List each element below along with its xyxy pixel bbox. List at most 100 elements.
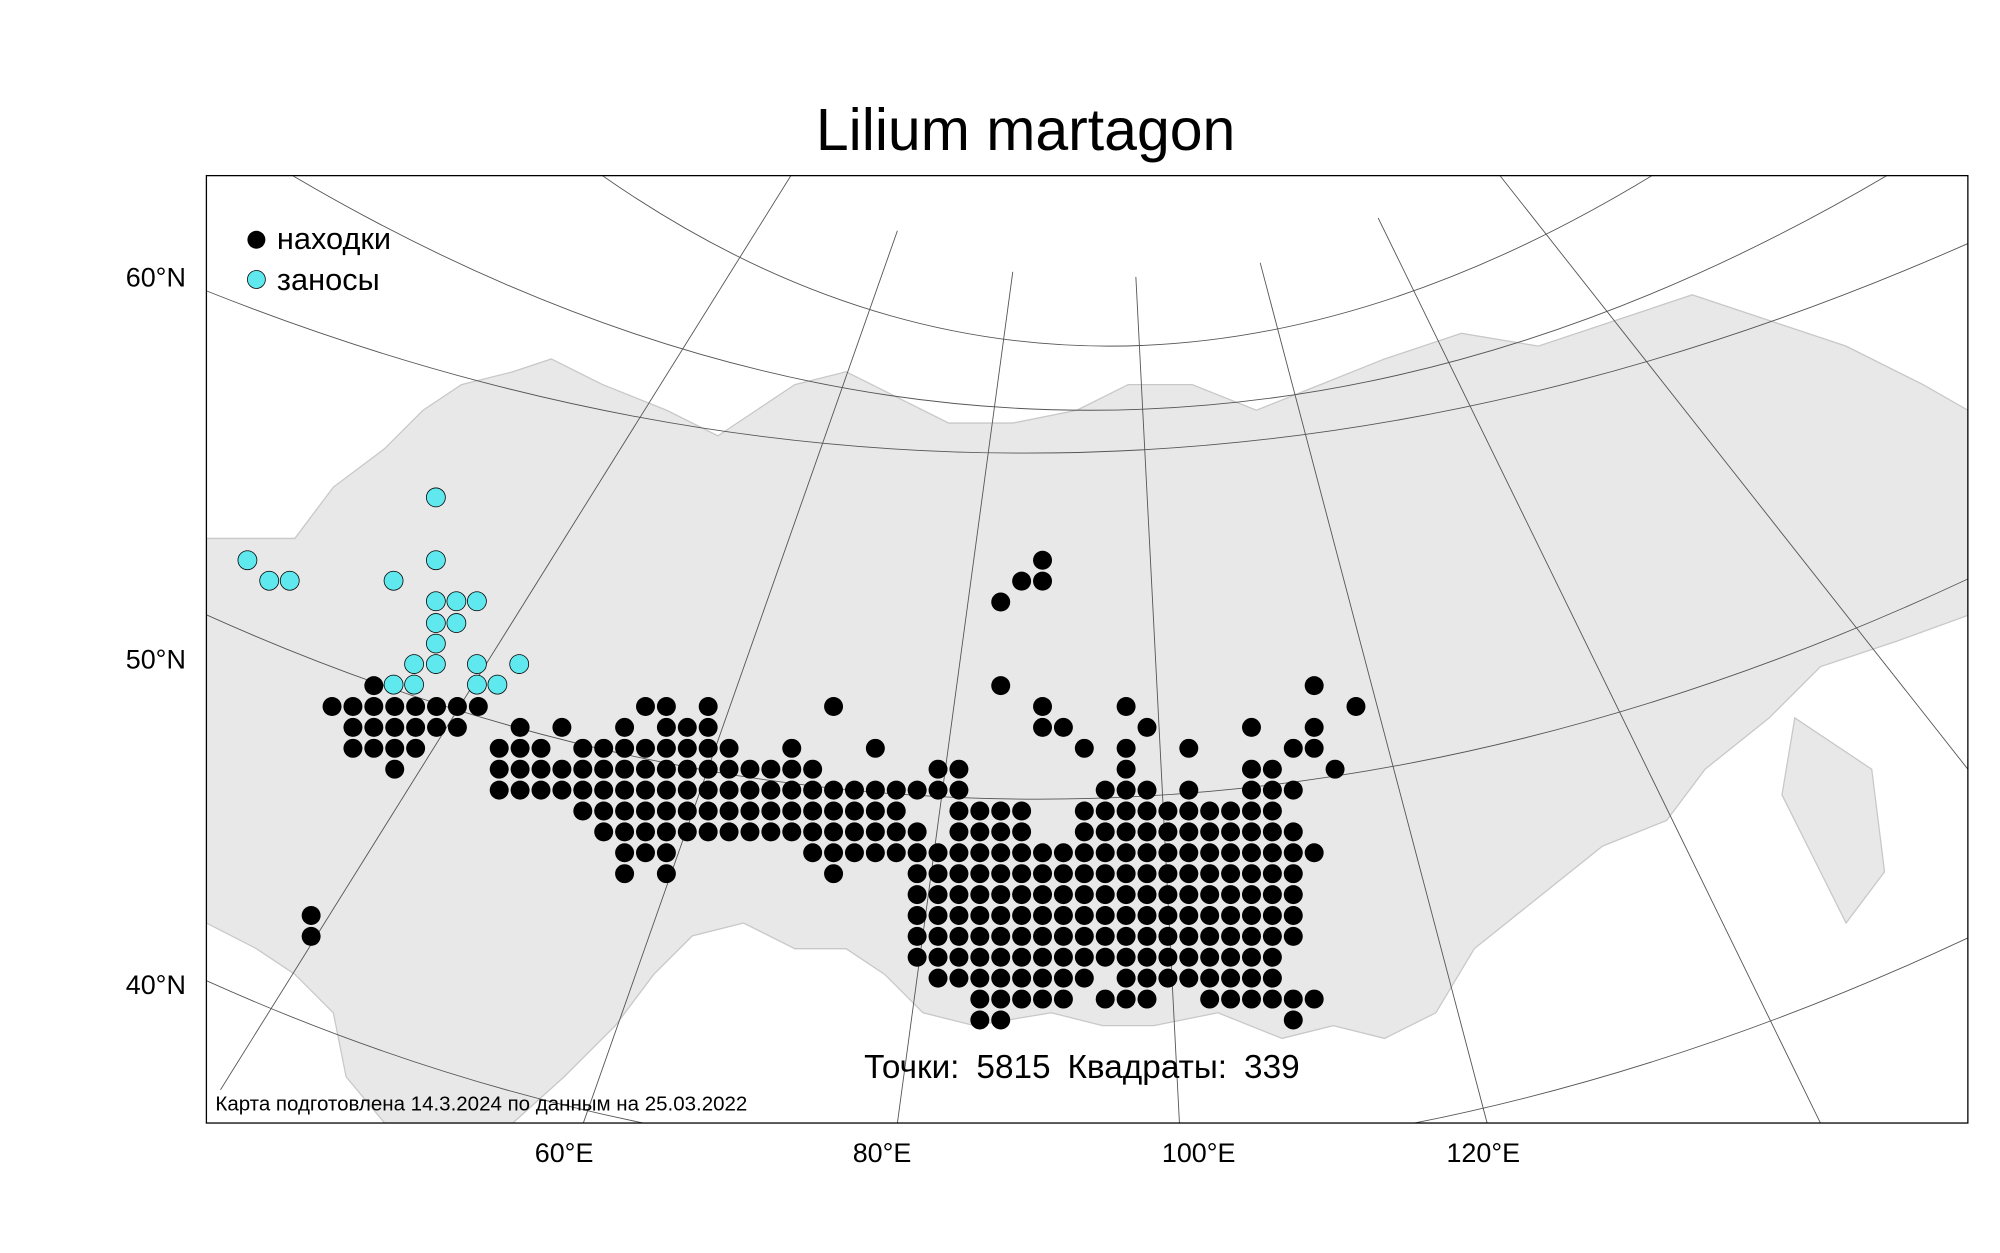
occurrence-dot — [1221, 843, 1241, 863]
occurrence-dot — [677, 717, 697, 737]
occurrence-dot — [991, 885, 1011, 905]
occurrence-dot — [907, 885, 927, 905]
occurrence-dot — [636, 697, 655, 716]
occurrence-dot — [1179, 780, 1199, 800]
occurrence-dot — [1033, 571, 1053, 591]
occurrence-dot — [1033, 717, 1053, 737]
occurrence-dot — [824, 780, 844, 800]
occurrence-dot — [1221, 989, 1241, 1009]
introduced-dot — [404, 654, 424, 674]
occurrence-dot — [865, 738, 885, 758]
occurrence-dot — [844, 801, 864, 821]
occurrence-dot — [1242, 717, 1261, 737]
introduced-dot — [426, 654, 446, 674]
occurrence-dot — [1179, 947, 1199, 967]
occurrence-dot — [406, 738, 426, 758]
occurrence-dot — [928, 905, 948, 925]
occurrence-dot — [301, 926, 321, 946]
occurrence-dot — [991, 676, 1011, 696]
occurrence-dot — [803, 801, 823, 821]
introduced-dot — [446, 591, 467, 612]
occurrence-dot — [907, 843, 927, 863]
occurrence-dot — [1053, 843, 1073, 863]
occurrence-dot — [677, 780, 697, 800]
occurrence-dot — [531, 780, 551, 800]
occurrence-dot — [1179, 968, 1199, 988]
occurrence-dot — [740, 780, 760, 800]
occurrence-dot — [1095, 885, 1115, 905]
occurrence-dot — [677, 738, 697, 758]
stats: Точки: 5815 Квадраты: 339 — [864, 1049, 1300, 1086]
occurrence-dot — [1137, 864, 1157, 884]
occurrence-dot — [949, 947, 969, 967]
occurrence-dot — [1053, 968, 1073, 988]
occurrence-dot — [531, 738, 551, 758]
introduced-dot — [467, 674, 487, 695]
occurrence-dot — [1242, 864, 1261, 884]
occurrence-dot — [677, 801, 697, 821]
occurrence-dot — [615, 801, 635, 821]
occurrence-dot — [949, 885, 969, 905]
occurrence-dot — [594, 738, 614, 758]
occurrence-dot — [1304, 738, 1324, 758]
occurrence-dot — [1053, 905, 1073, 925]
occurrence-dot — [886, 801, 906, 821]
occurrence-dot — [1283, 780, 1303, 800]
occurrence-dot — [385, 697, 405, 716]
occurrence-dot — [970, 1010, 990, 1030]
occurrence-dot — [1116, 843, 1136, 863]
occurrence-dot — [991, 864, 1011, 884]
occurrence-dot — [406, 717, 426, 737]
occurrence-dot — [636, 780, 655, 800]
occurrence-dot — [698, 759, 718, 779]
occurrence-dot — [865, 843, 885, 863]
occurrence-dot — [928, 759, 948, 779]
occurrence-dot — [761, 801, 781, 821]
occurrence-dot — [991, 947, 1011, 967]
lon-label: 60°E — [535, 1138, 594, 1168]
occurrence-dot — [1012, 968, 1032, 988]
occurrence-dot — [656, 697, 676, 716]
occurrence-dot — [447, 717, 467, 737]
occurrence-dot — [1137, 843, 1157, 863]
occurrence-dot — [1137, 780, 1157, 800]
occurrence-dot — [427, 697, 447, 716]
occurrence-dot — [970, 947, 990, 967]
occurrence-dot — [1074, 864, 1094, 884]
occurrence-dot — [573, 759, 593, 779]
occurrence-dot — [844, 780, 864, 800]
occurrence-dot — [1262, 801, 1282, 821]
occurrence-dot — [1262, 780, 1282, 800]
occurrence-dot — [1033, 697, 1053, 716]
occurrence-dot — [824, 801, 844, 821]
occurrence-dot — [991, 843, 1011, 863]
occurrence-dot — [594, 822, 614, 842]
introduced-dot — [426, 487, 446, 508]
occurrence-dot — [656, 822, 676, 842]
occurrence-dot — [1116, 738, 1136, 758]
occurrence-dot — [1283, 822, 1303, 842]
stats-points-label: Точки: — [864, 1049, 959, 1086]
occurrence-dot — [594, 780, 614, 800]
occurrence-dot — [1053, 989, 1073, 1009]
occurrence-dot — [1242, 905, 1261, 925]
parallel — [601, 175, 1653, 347]
occurrence-dot — [698, 780, 718, 800]
lon-label: 120°E — [1446, 1138, 1520, 1168]
occurrence-dot — [949, 843, 969, 863]
occurrence-dot — [719, 780, 739, 800]
occurrence-dot — [844, 822, 864, 842]
occurrence-dot — [761, 822, 781, 842]
occurrence-dot — [1242, 822, 1261, 842]
legend-swatch — [247, 230, 266, 249]
occurrence-dot — [970, 905, 990, 925]
occurrence-dot — [510, 780, 530, 800]
occurrence-dot — [970, 968, 990, 988]
meridian — [1499, 175, 1968, 770]
occurrence-dot — [1242, 926, 1261, 946]
occurrence-dot — [991, 968, 1011, 988]
occurrence-dot — [1346, 697, 1366, 716]
occurrence-dot — [1095, 822, 1115, 842]
occurrence-dot — [907, 926, 927, 946]
occurrence-dot — [1095, 843, 1115, 863]
